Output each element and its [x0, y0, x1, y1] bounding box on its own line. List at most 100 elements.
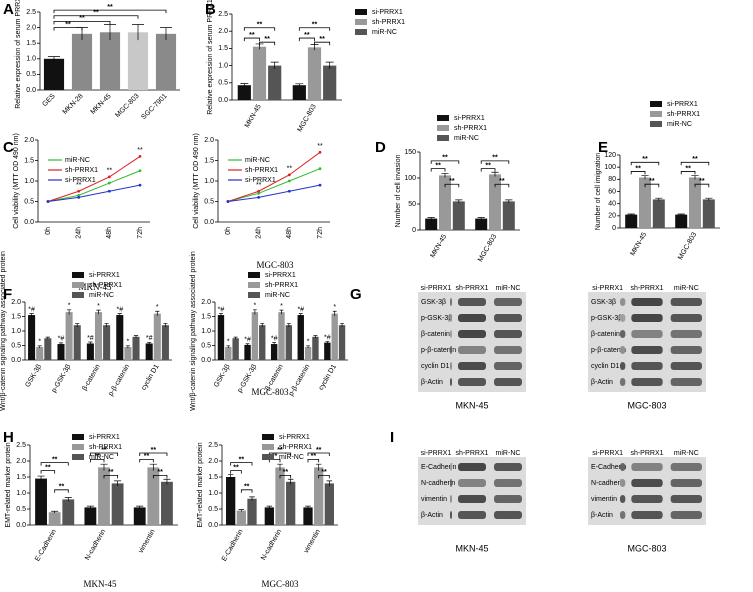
y-axis-label: Number of cell invasion	[395, 155, 402, 228]
x-tick-label: vimentin	[138, 528, 157, 554]
y-tick-label: 1.0	[24, 178, 34, 185]
legend-swatch	[650, 101, 662, 107]
y-tick-label: 1.5	[218, 45, 228, 52]
x-tick-label: N-cadherin	[84, 528, 107, 561]
error-bar	[45, 336, 50, 340]
legend-swatch	[650, 111, 662, 117]
blot-column-label: miR-NC	[674, 450, 699, 457]
blot-band	[670, 378, 702, 386]
y-tick-label: 0.5	[26, 71, 36, 78]
blot-band	[494, 495, 522, 503]
y-tick-label: 0.0	[16, 522, 26, 529]
error-bar	[104, 323, 109, 327]
error-bar	[249, 496, 255, 501]
bracket	[139, 452, 168, 456]
y-tick-label: 0.5	[218, 80, 228, 87]
blot-band	[494, 511, 522, 519]
legend-swatch	[437, 115, 449, 121]
legend-label: si-PRRX1	[245, 177, 276, 184]
bracket-label: **	[319, 36, 325, 43]
bar	[124, 346, 132, 360]
x-tick-label: 0h	[45, 227, 52, 235]
bar	[71, 33, 93, 90]
y-tick-label: 0.5	[204, 198, 214, 205]
bar	[98, 467, 110, 525]
bracket	[53, 15, 139, 19]
error-bar	[691, 175, 699, 180]
error-bar	[641, 175, 649, 180]
point	[77, 189, 81, 193]
bracket-label: **	[272, 453, 278, 460]
point	[138, 169, 142, 173]
bracket-label: **	[94, 453, 100, 460]
error-bar	[477, 217, 485, 220]
y-axis-label: EMT-related marker protein	[197, 442, 204, 527]
bar	[127, 32, 149, 90]
bar	[303, 507, 313, 525]
blot-band	[631, 298, 663, 306]
bar	[232, 338, 239, 360]
point	[107, 181, 111, 185]
y-tick-label: 40	[608, 201, 616, 208]
point	[107, 175, 111, 179]
bracket	[630, 171, 646, 175]
blot-band	[631, 346, 663, 354]
legend-label: sh-PRRX1	[89, 444, 122, 451]
y-tick-label: 0.0	[11, 357, 21, 364]
error-bar	[705, 197, 713, 201]
bracket-label: **	[101, 447, 107, 454]
y-tick-label: 0	[412, 227, 416, 234]
blot-band	[450, 362, 452, 370]
point	[138, 155, 142, 158]
x-tick-label: MKN-45	[429, 233, 448, 259]
significance-mark: *	[156, 304, 159, 311]
y-tick-label: 0.0	[201, 357, 211, 364]
legend-swatch	[437, 135, 449, 141]
y-tick-label: 2.5	[208, 442, 218, 449]
bracket	[430, 168, 446, 172]
legend-swatch	[262, 434, 274, 440]
y-tick-label: 1.5	[16, 474, 26, 481]
blot-band	[631, 330, 663, 338]
y-tick-label: 2.0	[24, 137, 34, 144]
chart-title: MGC-803	[251, 387, 289, 397]
blot-band	[450, 463, 452, 471]
error-bar	[491, 171, 499, 177]
blot-row-label: β-catenin	[591, 331, 620, 338]
x-tick-label: MKN-45	[90, 93, 113, 116]
bracket	[480, 168, 496, 172]
bar	[286, 481, 296, 525]
bracket	[230, 470, 242, 474]
blot-band	[494, 362, 522, 370]
error-bar	[245, 343, 250, 347]
y-tick-label: 1.5	[11, 313, 21, 320]
bar	[111, 483, 124, 525]
bracket	[298, 27, 331, 31]
blot-column-label: sh-PRRX1	[455, 285, 488, 292]
bracket-label: **	[685, 165, 691, 172]
blot-band	[670, 346, 702, 354]
error-bar	[103, 24, 117, 41]
bar	[307, 47, 322, 100]
y-axis-label: Wnt/β-catenin signaling pathway associat…	[190, 251, 197, 411]
y-tick-label: 1.0	[11, 328, 21, 335]
significance-mark: *	[254, 303, 257, 310]
error-bar	[66, 309, 72, 315]
blot-band	[494, 479, 522, 487]
error-bar	[655, 197, 663, 201]
bracket	[152, 475, 168, 479]
blot-column-label: sh-PRRX1	[455, 450, 488, 457]
bar	[116, 315, 124, 360]
blot-band	[670, 298, 702, 306]
bracket	[243, 27, 276, 31]
bracket-label: **	[45, 464, 51, 471]
bar	[86, 343, 94, 360]
x-tick-label: β-catenin	[81, 363, 102, 392]
y-tick-label: 100	[604, 164, 616, 171]
bracket	[103, 475, 119, 479]
y-tick-label: 0.5	[208, 506, 218, 513]
legend-label: si-PRRX1	[667, 101, 698, 108]
error-bar	[295, 83, 304, 87]
y-tick-label: 1.0	[208, 490, 218, 497]
y-tick-label: 20	[608, 213, 616, 220]
